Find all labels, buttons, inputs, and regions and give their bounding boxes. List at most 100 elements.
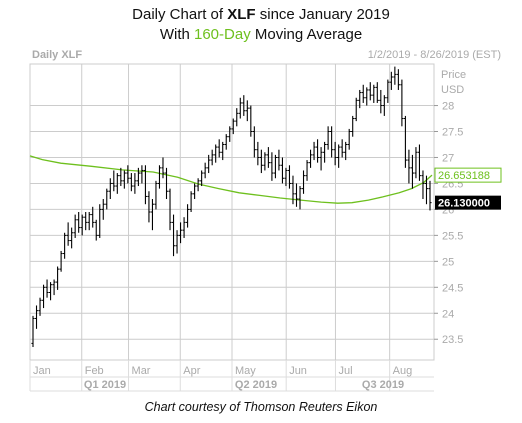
y-tick-label: 24 [442,308,454,320]
ohlc-bar [164,167,169,200]
chart-labels-layer: Daily XLF 1/2/2019 - 8/26/2019 (EST) Pri… [32,49,501,96]
ohlc-bar [410,154,415,189]
x-month-label: Aug [393,365,413,377]
ohlc-bar [379,89,383,114]
ohlc-bar [185,204,190,228]
ohlc-bar [178,222,183,244]
chart-gridlines [29,63,435,361]
ohlc-bar [266,147,270,168]
last-price-tag-box [435,195,501,210]
ohlc-bar [424,175,429,205]
y-tick-label: 25.5 [442,230,463,242]
x-month-label: Mar [132,365,151,377]
ohlc-bar [115,173,119,194]
ohlc-bar [94,219,98,241]
ohlc-bar [242,95,246,116]
chart-credit: Chart courtesy of Thomson Reuters Eikon [144,400,378,414]
last-price-tag: 26.130000 [438,198,490,210]
ohlc-bar [259,149,263,174]
ohlc-bar [407,149,411,184]
ohlc-bar [389,71,393,90]
x-month-label: Jun [289,365,307,377]
ohlc-bar [330,126,334,158]
ohlc-bar [157,165,162,189]
ohlc-bar [354,97,358,122]
ohlc-bar [344,141,348,161]
price-tags: 26.653188 26.130000 [434,167,502,210]
ohlc-bar [45,279,49,298]
y-tick-label: 25 [442,256,454,268]
x-month-label: Jan [33,365,51,377]
y-tick-label: 28 [442,101,454,113]
ohlc-bar [122,170,126,189]
ohlc-bar [414,147,418,179]
x-quarter-label: Q1 2019 [84,379,126,391]
ohlc-bar [112,170,116,192]
ohlc-bar [312,141,316,161]
ohlc-bar [284,167,288,187]
ohlc-bar [323,141,327,163]
ohlc-bar [358,89,362,109]
chart-title-line-2: With 160-Day Moving Average [0,26,522,43]
ohlc-bar [147,191,151,223]
ohlc-bar [87,212,91,231]
ohlc-bar [31,315,35,348]
ohlc-bar [400,79,404,127]
moving-average-line [29,155,433,204]
symbol-label: Daily XLF [32,49,82,61]
subtitle-prefix: With [159,26,194,43]
ohlc-bar [245,100,249,122]
price-axis-title: Price [441,69,466,81]
ohlc-bar [189,191,193,212]
ohlc-bar [340,139,344,158]
ohlc-bar [347,128,351,150]
ohlc-bar [231,118,235,135]
ohlc-bar [73,214,77,238]
ohlc-bar [361,84,365,103]
ohlc-bar [140,165,144,184]
y-tick-label: 24.5 [442,282,463,294]
ohlc-bar [200,170,204,187]
ohlc-bar [66,222,70,246]
title-symbol: XLF [227,6,256,23]
x-month-label: Jul [338,365,352,377]
ohlc-bar [101,199,105,220]
ohlc-bar [221,141,225,161]
ohlc-bars-layer [31,66,432,348]
ohlc-bar [34,305,39,329]
ohlc-bar [41,284,46,309]
title-suffix: since January 2019 [255,6,390,23]
ohlc-bar [235,108,239,127]
ohlc-bar [365,87,369,106]
y-tick-label: 27.5 [442,127,463,139]
ohlc-bar [372,84,376,103]
ohlc-bar [55,266,60,290]
ohlc-bar [375,82,379,103]
ohlc-bar [70,227,74,249]
ohlc-bar [217,139,221,158]
x-month-label: Feb [85,365,104,377]
ohlc-bar [52,279,56,296]
x-month-label: Apr [183,365,200,377]
ohlc-bar [263,152,267,171]
x-month-label: May [235,365,256,377]
ohlc-bar [224,134,228,150]
ohlc-bar [294,183,299,207]
ohlc-bar [171,214,176,257]
ohlc-bar [91,206,95,228]
ohlc-bar [203,162,207,179]
ohlc-bar [59,250,63,272]
ohlc-bar [326,126,330,150]
ma-value-tag: 26.653188 [438,170,490,182]
y-tick-label: 23.5 [442,334,463,346]
ma-value-tag-box [434,167,502,183]
ohlc-bar [287,165,292,189]
ohlc-bar [161,157,165,179]
ohlc-bar [270,152,274,181]
chart-title-line-1: Daily Chart of XLF since January 2019 [0,6,522,23]
ohlc-bar [333,141,337,166]
ohlc-bar [421,170,425,200]
ohlc-bar [319,147,323,171]
ohlc-bar [210,149,214,166]
ohlc-bar [48,282,53,301]
